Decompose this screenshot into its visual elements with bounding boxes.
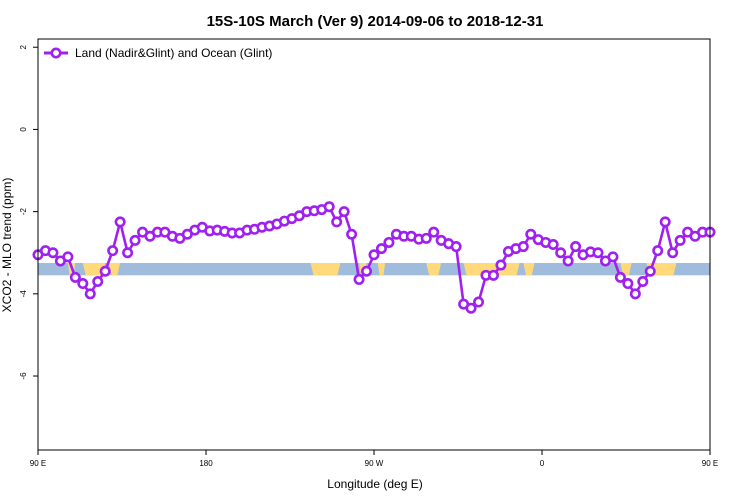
data-point: [383, 236, 395, 248]
data-point: [667, 247, 679, 259]
y-tick-label: -4: [19, 290, 28, 298]
data-point: [487, 269, 499, 281]
y-tick-label: -2: [19, 208, 28, 216]
data-point: [644, 265, 656, 277]
land-band-segment: [426, 262, 442, 276]
data-point: [622, 278, 634, 290]
land-band-segment: [108, 262, 121, 276]
ocean-band: [38, 262, 710, 276]
data-point: [331, 216, 343, 228]
data-point: [99, 265, 111, 277]
data-point: [592, 247, 604, 259]
legend-entry-label: Land (Nadir&Glint) and Ocean (Glint): [75, 46, 272, 60]
data-point: [562, 255, 574, 267]
data-point: [92, 275, 104, 287]
data-point: [353, 273, 365, 285]
land-band-segment: [523, 262, 535, 276]
data-series-points: [32, 201, 716, 314]
chart-title: 15S-10S March (Ver 9) 2014-09-06 to 2018…: [207, 13, 544, 30]
data-point: [495, 259, 507, 271]
data-point: [629, 288, 641, 300]
data-point: [69, 271, 81, 283]
data-point: [570, 241, 582, 253]
data-point: [674, 234, 686, 246]
y-tick-label: 2: [19, 44, 28, 49]
land-band-segment: [377, 262, 386, 276]
x-tick-label: 90 W: [365, 459, 384, 468]
data-point: [338, 206, 350, 218]
data-point: [323, 201, 335, 213]
land-band-segment: [620, 262, 632, 276]
data-point: [84, 288, 96, 300]
data-point: [122, 247, 134, 259]
data-point: [62, 251, 74, 263]
data-point: [420, 232, 432, 244]
x-tick-label: 90 E: [702, 459, 718, 468]
land-band-segment: [310, 262, 341, 276]
legend: Land (Nadir&Glint) and Ocean (Glint): [44, 46, 272, 60]
y-axis: 2 0 -2 -4 -6: [19, 44, 38, 380]
data-point: [47, 247, 59, 259]
data-point: [346, 228, 358, 240]
data-point: [637, 275, 649, 287]
data-point: [607, 251, 619, 263]
x-tick-label: 90 E: [30, 459, 46, 468]
data-point: [375, 243, 387, 255]
data-point: [555, 247, 567, 259]
plot-frame: [37, 38, 711, 451]
y-axis-label: XCO2 - MLO trend (ppm): [0, 178, 14, 313]
data-point: [659, 216, 671, 228]
data-point: [129, 234, 141, 246]
legend-marker-swatch: [50, 47, 62, 59]
surface-type-band: [38, 262, 710, 276]
data-point: [77, 278, 89, 290]
data-point: [652, 245, 664, 257]
land-band-segment: [82, 262, 106, 276]
data-point: [107, 245, 119, 257]
y-tick-label: -6: [19, 372, 28, 380]
x-tick-label: 0: [540, 459, 545, 468]
x-axis-label: Longitude (deg E): [327, 477, 422, 491]
data-point: [614, 271, 626, 283]
x-tick-label: 180: [199, 459, 213, 468]
data-point: [547, 239, 559, 251]
data-point: [114, 216, 126, 228]
data-point: [465, 302, 477, 314]
y-tick-label: 0: [19, 127, 28, 132]
data-point: [368, 249, 380, 261]
data-point: [473, 296, 485, 308]
x-axis: 90 E 180 90 W 0 90 E: [30, 450, 718, 468]
data-point: [428, 226, 440, 238]
data-point: [361, 265, 373, 277]
data-point: [517, 241, 529, 253]
data-point: [525, 228, 537, 240]
data-point: [450, 241, 462, 253]
